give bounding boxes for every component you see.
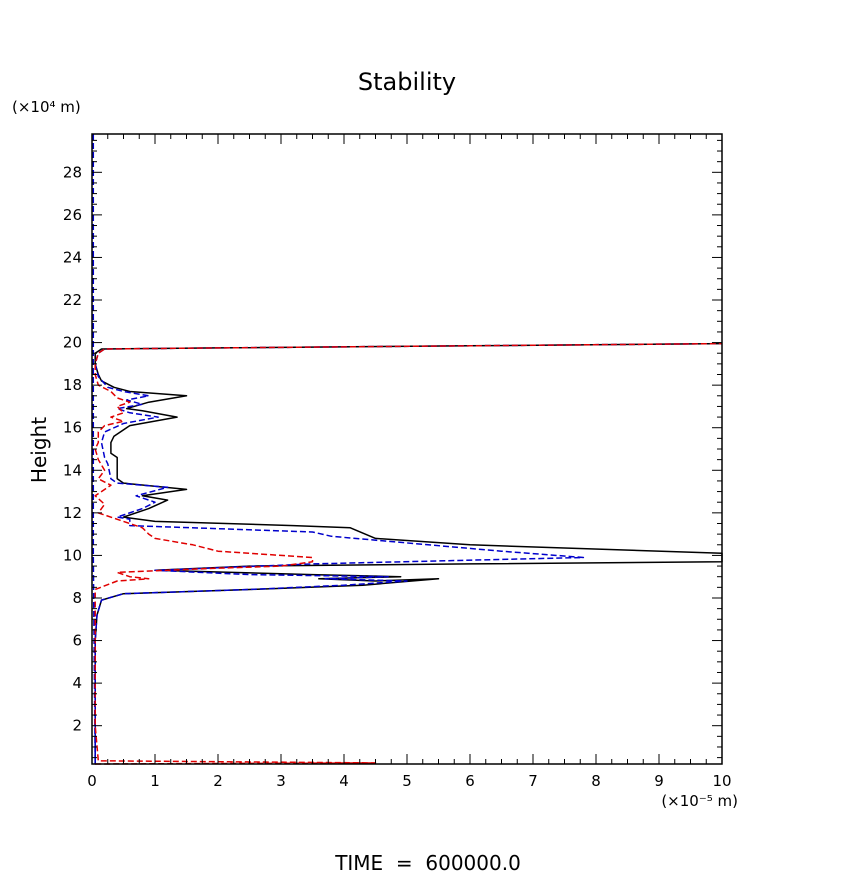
y-tick-label: 12 (63, 504, 82, 522)
y-unit-label: (×10⁴ m) (12, 98, 81, 116)
y-tick-label: 22 (63, 291, 82, 309)
y-axis-label: Height (27, 417, 51, 483)
y-tick-label: 8 (72, 589, 82, 607)
x-tick-label: 2 (213, 772, 223, 790)
y-tick-label: 2 (72, 717, 82, 735)
series-line-black (94, 342, 723, 764)
y-tick-label: 6 (72, 632, 82, 650)
x-tick-label: 6 (465, 772, 475, 790)
x-tick-label: 1 (150, 772, 160, 790)
y-tick-label: 28 (63, 163, 82, 181)
y-tick-label: 4 (72, 674, 82, 692)
x-tick-label: 4 (339, 772, 349, 790)
time-footer: TIME = 600000.0 (334, 851, 521, 875)
y-tick-label: 10 (63, 546, 82, 564)
series-line-blue (92, 134, 723, 765)
chart-title: Stability (358, 68, 456, 96)
y-tick-label: 20 (63, 334, 82, 352)
plot-lines (92, 134, 723, 765)
y-tick-label: 16 (63, 419, 82, 437)
x-tick-label: 10 (712, 772, 731, 790)
x-tick-label: 0 (87, 772, 97, 790)
y-tick-label: 18 (63, 376, 82, 394)
series-line-red (94, 342, 723, 765)
y-tick-label: 24 (63, 248, 82, 266)
x-tick-label: 3 (276, 772, 286, 790)
x-tick-label: 7 (528, 772, 538, 790)
y-tick-label: 14 (63, 461, 82, 479)
plot-frame (91, 133, 723, 765)
x-tick-label: 9 (654, 772, 664, 790)
x-tick-label: 5 (402, 772, 412, 790)
x-axis-label: (×10⁻⁵ m) (661, 792, 738, 810)
x-tick-label: 8 (591, 772, 601, 790)
y-tick-label: 26 (63, 206, 82, 224)
axis-ticks (91, 134, 723, 764)
